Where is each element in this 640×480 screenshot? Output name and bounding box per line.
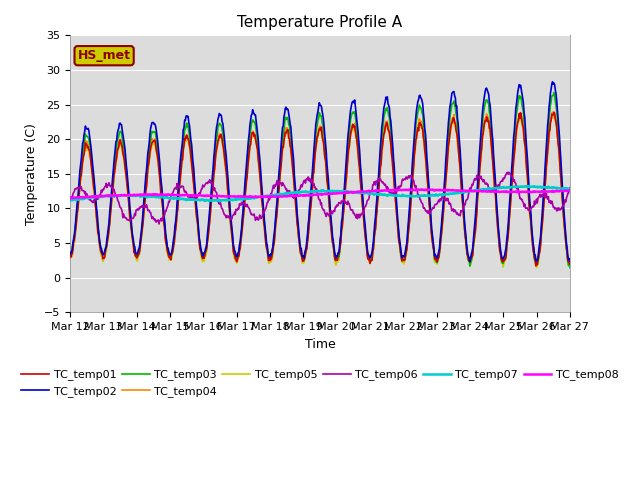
Line: TC_temp07: TC_temp07 [70, 186, 570, 201]
Line: TC_temp04: TC_temp04 [70, 112, 570, 262]
Legend: TC_temp01, TC_temp02, TC_temp03, TC_temp04, TC_temp05, TC_temp06, TC_temp07, TC_: TC_temp01, TC_temp02, TC_temp03, TC_temp… [17, 365, 623, 401]
Line: TC_temp03: TC_temp03 [70, 93, 570, 268]
Line: TC_temp01: TC_temp01 [70, 113, 570, 266]
X-axis label: Time: Time [305, 337, 335, 350]
Line: TC_temp05: TC_temp05 [70, 115, 570, 267]
Title: Temperature Profile A: Temperature Profile A [237, 15, 403, 30]
Line: TC_temp06: TC_temp06 [70, 172, 570, 224]
Line: TC_temp02: TC_temp02 [70, 82, 570, 262]
Y-axis label: Temperature (C): Temperature (C) [26, 123, 38, 225]
Line: TC_temp08: TC_temp08 [70, 190, 570, 198]
Text: HS_met: HS_met [77, 49, 131, 62]
